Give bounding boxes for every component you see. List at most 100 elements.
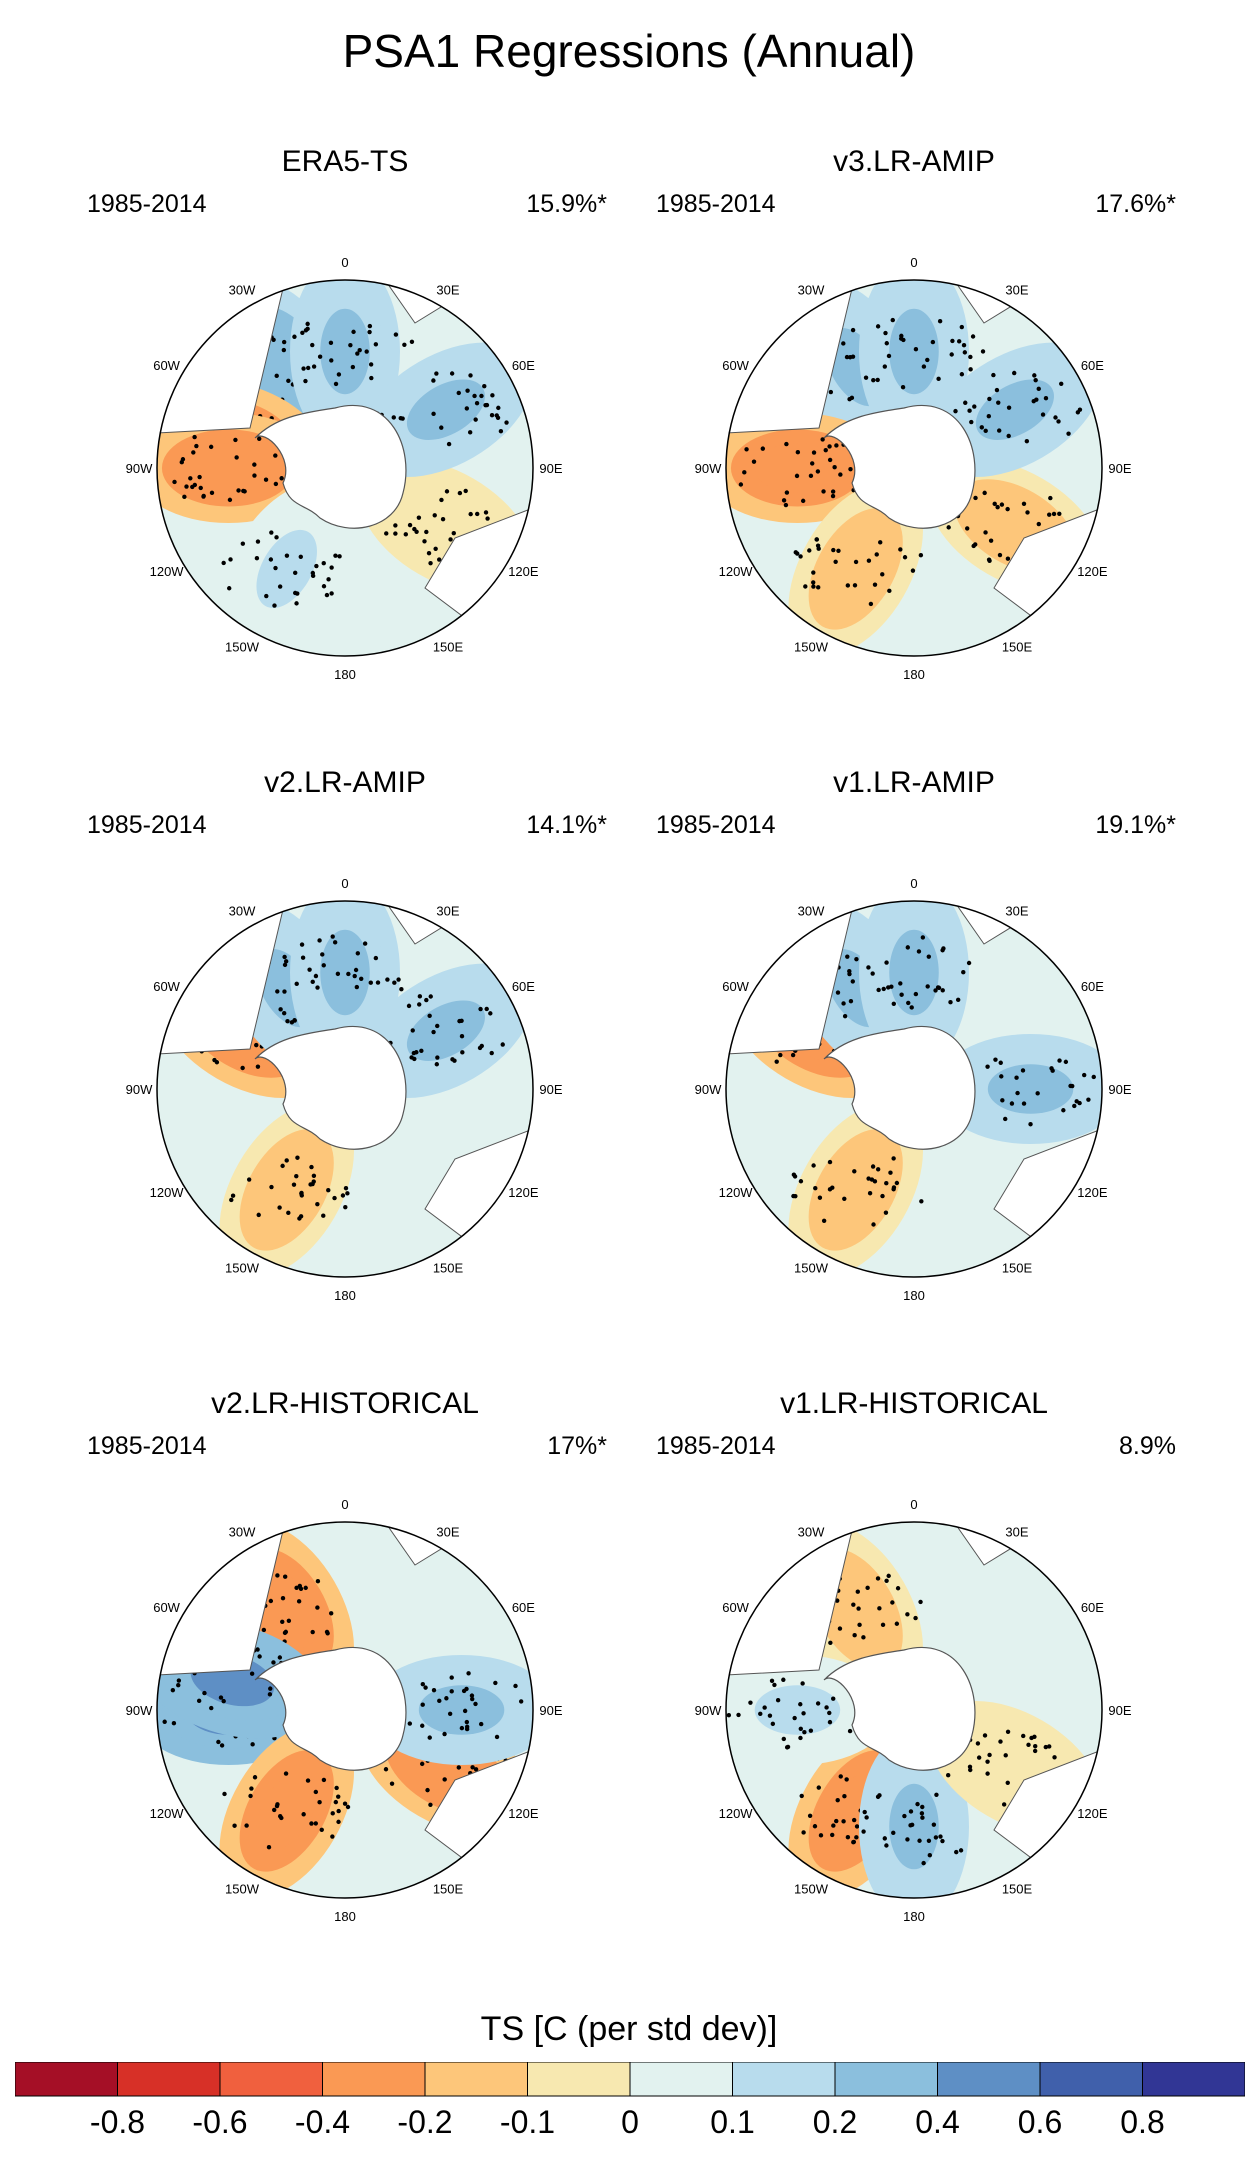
longitude-label: 30W bbox=[798, 1525, 825, 1540]
significance-stipple bbox=[459, 1725, 465, 1731]
significance-stipple bbox=[811, 450, 817, 455]
significance-stipple bbox=[328, 1611, 334, 1616]
longitude-label: 90W bbox=[695, 1703, 722, 1718]
significance-stipple bbox=[968, 367, 973, 372]
significance-stipple bbox=[333, 381, 339, 387]
significance-stipple bbox=[171, 1721, 177, 1726]
significance-stipple bbox=[880, 1193, 885, 1199]
significance-stipple bbox=[849, 395, 855, 401]
significance-stipple bbox=[431, 1029, 436, 1035]
significance-stipple bbox=[428, 1802, 433, 1807]
significance-stipple bbox=[798, 1179, 804, 1184]
significance-stipple bbox=[451, 530, 456, 536]
significance-stipple bbox=[894, 1621, 900, 1626]
significance-stipple bbox=[437, 1698, 442, 1704]
significance-stipple bbox=[269, 1184, 274, 1190]
significance-stipple bbox=[886, 1573, 891, 1579]
significance-stipple bbox=[913, 347, 919, 352]
significance-stipple bbox=[908, 1809, 914, 1814]
significance-stipple bbox=[800, 1681, 805, 1686]
significance-stipple bbox=[850, 979, 855, 984]
significance-stipple bbox=[444, 489, 450, 494]
significance-stipple bbox=[905, 1612, 910, 1617]
significance-stipple bbox=[833, 559, 838, 564]
significance-stipple bbox=[313, 1789, 319, 1795]
significance-stipple bbox=[992, 501, 997, 507]
significance-stipple bbox=[423, 1685, 428, 1690]
significance-stipple bbox=[286, 378, 291, 383]
significance-stipple bbox=[956, 339, 962, 344]
significance-stipple bbox=[1029, 1735, 1034, 1741]
significance-stipple bbox=[1061, 1108, 1066, 1113]
significance-stipple bbox=[971, 543, 976, 549]
significance-stipple bbox=[784, 490, 790, 495]
significance-stipple bbox=[170, 1687, 176, 1693]
panel-period: 1985-2014 bbox=[656, 811, 776, 839]
significance-stipple bbox=[184, 484, 189, 489]
longitude-label: 90E bbox=[539, 1703, 562, 1718]
significance-stipple bbox=[832, 464, 837, 470]
significance-stipple bbox=[811, 570, 816, 575]
significance-stipple bbox=[1012, 370, 1017, 376]
significance-stipple bbox=[281, 347, 287, 353]
significance-stipple bbox=[336, 1808, 341, 1814]
significance-stipple bbox=[1009, 1101, 1015, 1106]
anomaly-contour bbox=[256, 529, 317, 608]
significance-stipple bbox=[760, 446, 766, 451]
significance-stipple bbox=[919, 1811, 925, 1816]
significance-stipple bbox=[1001, 1802, 1007, 1807]
significance-stipple bbox=[284, 1158, 289, 1163]
significance-stipple bbox=[498, 428, 504, 434]
longitude-label: 150E bbox=[1002, 639, 1033, 654]
significance-stipple bbox=[359, 976, 364, 982]
significance-stipple bbox=[828, 1640, 833, 1646]
significance-stipple bbox=[1020, 1068, 1026, 1073]
significance-stipple bbox=[208, 444, 214, 450]
significance-stipple bbox=[909, 1005, 914, 1010]
significance-stipple bbox=[472, 393, 477, 399]
significance-stipple bbox=[345, 1191, 350, 1196]
longitude-label: 30W bbox=[229, 904, 256, 919]
significance-stipple bbox=[987, 1752, 992, 1758]
significance-stipple bbox=[351, 329, 356, 335]
significance-stipple bbox=[968, 1767, 973, 1773]
significance-stipple bbox=[988, 538, 994, 543]
anomaly-contour bbox=[754, 443, 841, 493]
significance-stipple bbox=[321, 963, 326, 968]
significance-stipple bbox=[332, 1195, 337, 1201]
significance-stipple bbox=[307, 967, 312, 972]
significance-stipple bbox=[272, 603, 277, 608]
significance-stipple bbox=[412, 1056, 417, 1062]
significance-stipple bbox=[188, 476, 193, 481]
significance-stipple bbox=[938, 1834, 943, 1839]
significance-stipple bbox=[828, 389, 834, 395]
significance-stipple bbox=[274, 535, 279, 540]
significance-stipple bbox=[417, 994, 423, 999]
significance-stipple bbox=[437, 557, 442, 562]
significance-stipple bbox=[309, 1821, 314, 1826]
significance-stipple bbox=[1057, 511, 1062, 517]
significance-stipple bbox=[354, 984, 360, 990]
significance-stipple bbox=[950, 338, 955, 344]
significance-stipple bbox=[162, 1719, 167, 1724]
significance-stipple bbox=[277, 584, 283, 589]
significance-stipple bbox=[313, 1821, 318, 1826]
significance-stipple bbox=[921, 1860, 926, 1866]
significance-stipple bbox=[393, 523, 398, 528]
polar-map: 0 30E 60E 90E 120E 150E 180 150W 120W 90W 60W 30W bbox=[695, 255, 1132, 682]
significance-stipple bbox=[283, 1629, 289, 1635]
significance-stipple bbox=[736, 1712, 741, 1718]
panel-v1-lr-historical: 0 30E 60E 90E 120E 150E 180 150W 120W 90W 60W 30W v… bbox=[634, 1387, 1194, 2027]
significance-stipple bbox=[1006, 433, 1011, 439]
significance-stipple bbox=[890, 1600, 895, 1605]
significance-stipple bbox=[814, 537, 819, 542]
significance-stipple bbox=[384, 531, 389, 536]
colorbar-swatch bbox=[219, 2062, 323, 2097]
colorbar-swatch bbox=[629, 2062, 733, 2097]
significance-stipple bbox=[982, 490, 987, 496]
significance-stipple bbox=[353, 967, 359, 973]
significance-stipple bbox=[298, 1586, 304, 1591]
significance-stipple bbox=[285, 1019, 290, 1024]
significance-stipple bbox=[282, 954, 287, 960]
significance-stipple bbox=[870, 971, 875, 976]
